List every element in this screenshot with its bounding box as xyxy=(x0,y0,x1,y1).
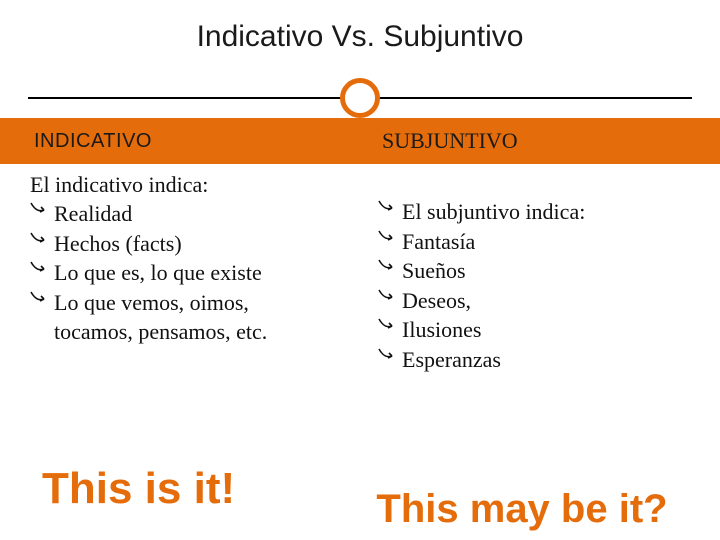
list-item-text: Sueños xyxy=(402,258,466,283)
right-callout: This may be it? xyxy=(362,488,682,530)
slide: Indicativo Vs. Subjuntivo INDICATIVO SUB… xyxy=(0,0,720,540)
left-callout: This is it! xyxy=(42,464,235,514)
bullet-arrow-icon xyxy=(30,259,48,273)
list-item: Lo que vemos, oimos, xyxy=(30,289,352,317)
bullet-arrow-icon xyxy=(378,346,396,360)
divider xyxy=(0,78,720,118)
left-intro-text: El indicativo indica: xyxy=(30,172,352,198)
right-column: El subjuntivo indica: Fantasía Sueños De… xyxy=(364,172,720,375)
column-header-left: INDICATIVO xyxy=(0,118,372,164)
list-item-text: Ilusiones xyxy=(402,317,481,342)
title-area: Indicativo Vs. Subjuntivo xyxy=(0,0,720,54)
column-header-right: SUBJUNTIVO xyxy=(372,118,720,164)
left-column: El indicativo indica: Realidad Hechos (f… xyxy=(0,172,364,375)
list-item: Esperanzas xyxy=(378,346,700,374)
bullet-arrow-icon xyxy=(378,287,396,301)
spacer xyxy=(378,172,700,198)
list-item: El subjuntivo indica: xyxy=(378,198,700,226)
list-item: Deseos, xyxy=(378,287,700,315)
bullet-arrow-icon xyxy=(378,316,396,330)
list-item: Realidad xyxy=(30,200,352,228)
list-item: Hechos (facts) xyxy=(30,230,352,258)
list-item-text: Lo que es, lo que existe xyxy=(54,260,262,285)
list-item: Fantasía xyxy=(378,228,700,256)
bullet-arrow-icon xyxy=(30,230,48,244)
list-item-text: Realidad xyxy=(54,201,132,226)
bullet-arrow-icon xyxy=(378,257,396,271)
list-item: Lo que es, lo que existe xyxy=(30,259,352,287)
list-item-text: Fantasía xyxy=(402,229,475,254)
accent-circle-icon xyxy=(340,78,380,118)
bullet-arrow-icon xyxy=(378,228,396,242)
bullet-arrow-icon xyxy=(30,289,48,303)
list-item-text: Hechos (facts) xyxy=(54,231,182,256)
slide-title: Indicativo Vs. Subjuntivo xyxy=(0,20,720,54)
bullet-arrow-icon xyxy=(30,200,48,214)
list-item: Sueños xyxy=(378,257,700,285)
list-item-text: Lo que vemos, oimos, xyxy=(54,290,249,315)
bullet-arrow-icon xyxy=(378,198,396,212)
list-item-text: El subjuntivo indica: xyxy=(402,199,585,224)
column-header-bar: INDICATIVO SUBJUNTIVO xyxy=(0,118,720,164)
content-columns: El indicativo indica: Realidad Hechos (f… xyxy=(0,164,720,375)
list-item-text: Deseos, xyxy=(402,288,471,313)
list-item: Ilusiones xyxy=(378,316,700,344)
list-item-continuation: tocamos, pensamos, etc. xyxy=(30,318,352,346)
list-item-text: Esperanzas xyxy=(402,347,501,372)
